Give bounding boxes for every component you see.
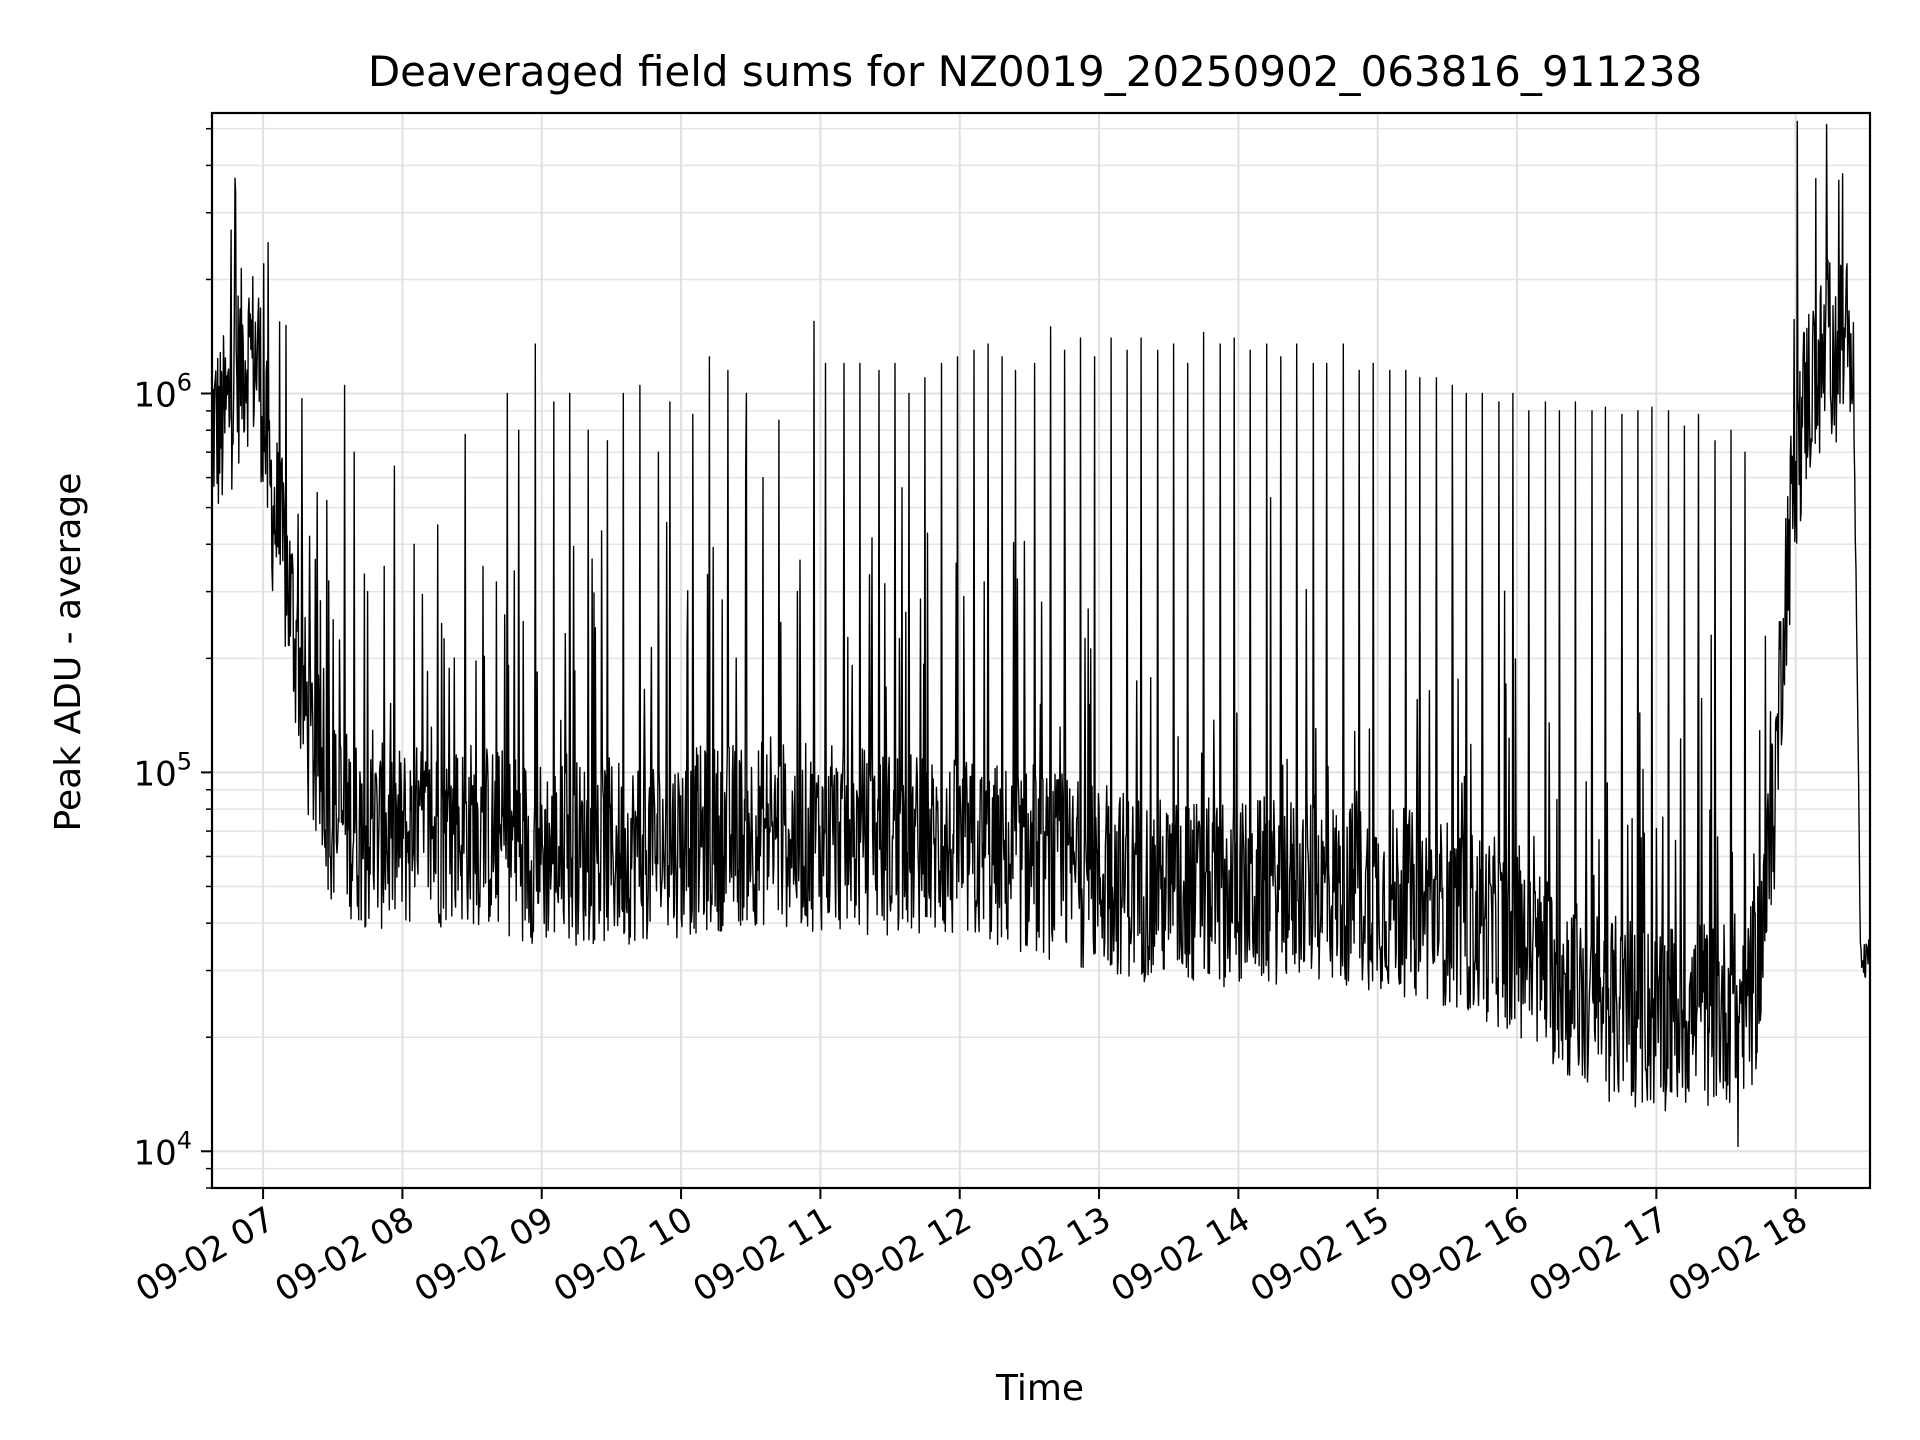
y-axis: 104 105 106	[133, 127, 212, 1189]
y-tick-label: 104	[133, 1126, 192, 1173]
series-group	[211, 120, 1871, 1148]
y-axis-label: Peak ADU - average	[48, 473, 89, 832]
plot-frame	[210, 111, 1872, 1190]
y-tick-label: 106	[133, 369, 192, 416]
series-line	[211, 120, 1871, 1148]
chart-title: Deaveraged field sums for NZ0019_2025090…	[368, 47, 1702, 96]
x-axis-label: Time	[995, 1368, 1084, 1409]
y-tick-label: 105	[133, 747, 192, 794]
